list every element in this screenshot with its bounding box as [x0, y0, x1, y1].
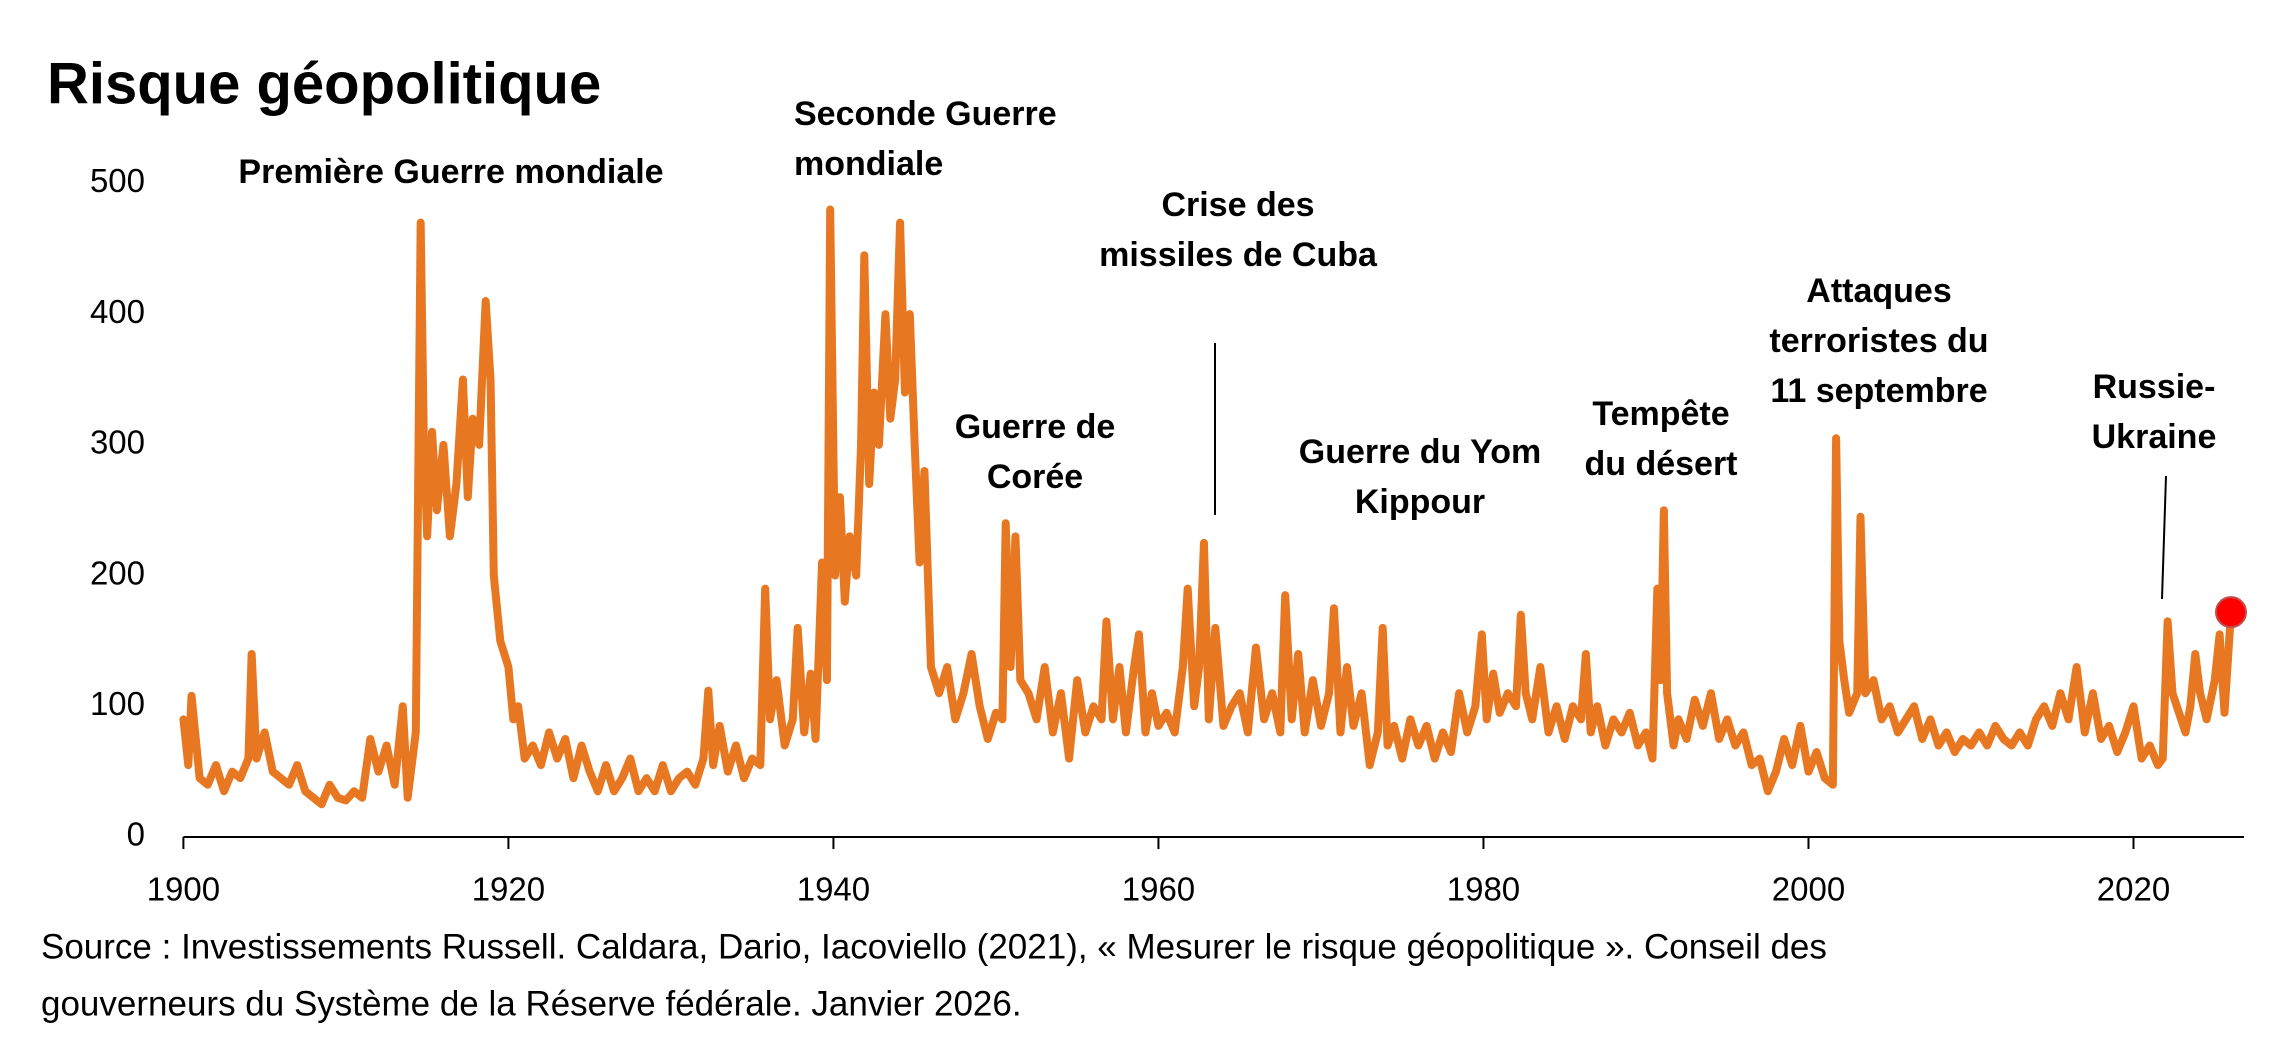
x-tick-label: 1920 [472, 871, 545, 908]
x-tick-label: 1980 [1447, 871, 1520, 908]
annotation: Première Guerre mondiale [238, 153, 663, 191]
annotation: Seconde Guerre [794, 95, 1057, 133]
source-note: gouverneurs du Système de la Réserve féd… [41, 984, 1022, 1023]
y-tick-label: 300 [90, 424, 145, 461]
y-tick-label: 0 [127, 816, 145, 853]
annotation: Ukraine [2092, 418, 2217, 456]
line [179, 205, 2235, 809]
x-tick-label: 1960 [1122, 871, 1195, 908]
y-tick-label: 500 [90, 162, 145, 199]
annotation: du désert [1584, 445, 1737, 483]
annotation: missiles de Cuba [1099, 236, 1378, 274]
last-point-marker [2214, 596, 2247, 629]
annotation: Guerre du Yom [1299, 433, 1541, 471]
annotation: 11 septembre [1770, 372, 1987, 410]
x-tick-label: 2020 [2097, 871, 2170, 908]
annotation: mondiale [794, 145, 943, 183]
annotation: Crise des [1161, 186, 1314, 224]
x-tick-label: 2000 [1772, 871, 1845, 908]
x-tick-label: 1940 [797, 871, 870, 908]
y-tick-label: 200 [90, 554, 145, 591]
annotation: Corée [987, 458, 1083, 496]
annotation: Attaques [1806, 272, 1951, 310]
annotation: Russie- [2093, 368, 2216, 406]
y-tick-label: 100 [90, 685, 145, 722]
chart-title: Risque géopolitique [47, 51, 601, 116]
pointer-line [2161, 475, 2167, 600]
annotation: Tempête [1592, 395, 1729, 433]
annotation: terroristes du [1769, 322, 1988, 360]
y-tick-label: 400 [90, 293, 145, 330]
annotation: Kippour [1355, 483, 1485, 521]
x-tick-label: 1900 [147, 871, 220, 908]
source-note: Source : Investissements Russell. Caldar… [41, 927, 1827, 966]
annotation: Guerre de [955, 408, 1116, 446]
